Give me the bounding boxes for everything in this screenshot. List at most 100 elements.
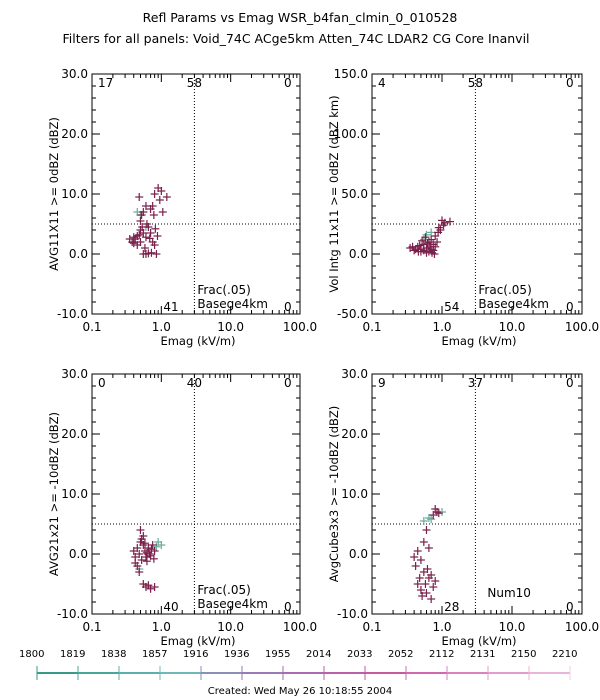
count-top-mid: 58 bbox=[187, 76, 202, 90]
data-point bbox=[139, 250, 148, 258]
x-tick-label: 10.0 bbox=[217, 320, 244, 334]
data-point bbox=[421, 580, 430, 588]
colorbar-label: 1857 bbox=[142, 649, 167, 660]
data-point bbox=[422, 526, 431, 534]
count-top-mid: 58 bbox=[468, 76, 483, 90]
y-tick-label: 30.0 bbox=[341, 367, 368, 381]
count-bottom-right: 0 bbox=[284, 300, 292, 314]
y-tick-label: 0.0 bbox=[349, 247, 368, 261]
colorbar-label: 1838 bbox=[101, 649, 126, 660]
colorbar-label: 2131 bbox=[470, 649, 495, 660]
y-tick-label: -50.0 bbox=[337, 307, 368, 321]
annotation-num: Num10 bbox=[487, 586, 531, 600]
data-point bbox=[421, 233, 430, 242]
data-point bbox=[149, 554, 158, 563]
created-footer: Created: Wed May 26 10:18:55 2004 bbox=[208, 686, 392, 697]
count-top-left: 17 bbox=[98, 76, 113, 90]
y-tick-label: -10.0 bbox=[57, 607, 88, 621]
x-tick-label: 100.0 bbox=[283, 320, 317, 334]
y-tick-label: 150.0 bbox=[334, 67, 368, 81]
data-point bbox=[424, 544, 433, 552]
data-point bbox=[419, 538, 428, 546]
data-point bbox=[139, 541, 148, 549]
data-point bbox=[152, 250, 161, 258]
colorbar-label: 1936 bbox=[224, 649, 249, 660]
y-axis-label: AVG11X11 >= 0dBZ (dBZ) bbox=[47, 117, 61, 271]
y-tick-label: 20.0 bbox=[61, 127, 88, 141]
count-bottom-mid: 40 bbox=[163, 600, 178, 614]
data-point bbox=[411, 562, 420, 570]
data-point bbox=[147, 545, 156, 554]
count-bottom-right: 0 bbox=[566, 300, 574, 314]
annotation-basege: Basege4km bbox=[478, 297, 549, 311]
colorbar-label: 2112 bbox=[429, 649, 454, 660]
data-point bbox=[137, 535, 146, 543]
data-point bbox=[416, 586, 425, 594]
data-point-alt bbox=[427, 515, 436, 524]
data-point bbox=[431, 577, 440, 585]
x-axis-label: Emag (kV/m) bbox=[160, 634, 235, 648]
y-tick-label: 20.0 bbox=[341, 427, 368, 441]
data-point bbox=[418, 236, 427, 245]
data-point bbox=[427, 595, 436, 603]
y-axis-label: AvgCube3x3 >= -10dBZ (dBZ) bbox=[327, 406, 341, 583]
data-point bbox=[439, 221, 448, 230]
data-point bbox=[415, 241, 424, 250]
y-tick-label: 10.0 bbox=[61, 487, 88, 501]
data-point bbox=[135, 193, 144, 201]
chart-panel-4: 0.1 1.0 10.0 100.0 -10.0 0.0 10.0 20.0 30.0 Emag … bbox=[327, 367, 599, 648]
data-point bbox=[426, 242, 435, 251]
plot-frame bbox=[371, 73, 583, 315]
y-tick-label: 0.0 bbox=[69, 247, 88, 261]
data-point bbox=[410, 246, 419, 255]
y-tick-label: 10.0 bbox=[341, 487, 368, 501]
colorbar-label: 2014 bbox=[306, 649, 331, 660]
y-tick-label: 0.0 bbox=[69, 547, 88, 561]
x-tick-label: 1.0 bbox=[432, 320, 451, 334]
data-point bbox=[430, 250, 439, 258]
x-axis-label: Emag (kV/m) bbox=[441, 634, 516, 648]
annotation-frac: Frac(.05) bbox=[197, 283, 250, 297]
data-point bbox=[149, 211, 158, 219]
x-tick-label: 0.1 bbox=[362, 320, 381, 334]
data-point bbox=[418, 592, 427, 600]
colorbar: 1800 1819 1838 1857 1916 1936 1955 2014 2033 2052… bbox=[19, 649, 577, 680]
figure-subtitle: Filters for all panels: Void_74C ACge5km… bbox=[62, 31, 529, 46]
x-tick-label: 0.1 bbox=[362, 620, 381, 634]
data-point bbox=[142, 220, 151, 228]
data-point bbox=[131, 559, 140, 567]
data-point bbox=[423, 565, 432, 573]
chart-panel-2: 0.1 1.0 10.0 100.0 -50.0 0.0 50.0 100.0 150.0 Ema… bbox=[327, 67, 599, 348]
colorbar-label: 2033 bbox=[347, 649, 372, 660]
count-top-right: 0 bbox=[566, 376, 574, 390]
colorbar-label: 2052 bbox=[388, 649, 413, 660]
colorbar-label: 1800 bbox=[19, 649, 44, 660]
data-point bbox=[414, 247, 423, 256]
count-bottom-mid: 28 bbox=[444, 600, 459, 614]
x-axis-label: Emag (kV/m) bbox=[160, 334, 235, 348]
panels-group: 0.1 1.0 10.0 100.0 -10.0 0.0 10.0 20.0 30.0 Emag … bbox=[47, 67, 599, 648]
data-point bbox=[158, 208, 167, 216]
annotation-frac: Frac(.05) bbox=[197, 583, 250, 597]
colorbar-label: 1819 bbox=[60, 649, 85, 660]
data-point bbox=[150, 241, 159, 249]
data-point bbox=[162, 193, 171, 201]
data-point bbox=[429, 583, 438, 591]
data-point bbox=[136, 217, 145, 225]
data-point bbox=[433, 238, 442, 246]
data-point bbox=[137, 556, 146, 564]
plot-frame bbox=[371, 373, 583, 615]
colorbar-label: 2150 bbox=[511, 649, 536, 660]
colorbar-label: 1916 bbox=[183, 649, 208, 660]
data-point bbox=[141, 233, 150, 242]
data-point bbox=[416, 556, 425, 564]
count-top-right: 0 bbox=[284, 376, 292, 390]
data-point bbox=[136, 526, 145, 534]
figure-title: Refl Params vs Emag WSR_b4fan_clmin_0_01… bbox=[143, 10, 458, 25]
y-tick-label: 20.0 bbox=[61, 427, 88, 441]
annotation-frac: Frac(.05) bbox=[478, 283, 531, 297]
x-tick-label: 0.1 bbox=[82, 620, 101, 634]
data-point bbox=[145, 234, 154, 243]
data-point bbox=[413, 580, 422, 588]
